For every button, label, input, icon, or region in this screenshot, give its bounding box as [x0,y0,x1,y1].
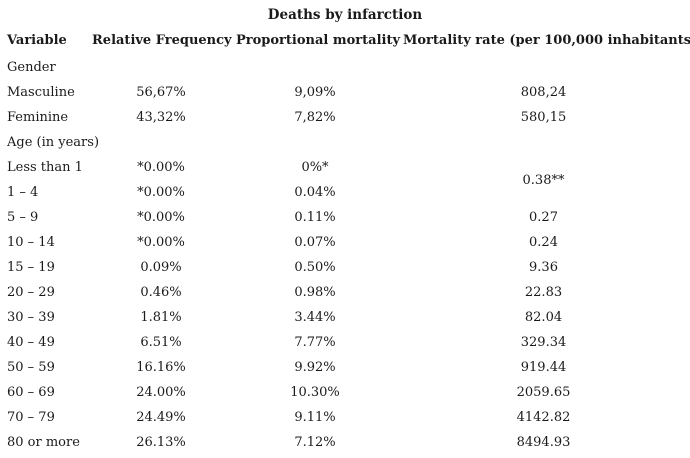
table-row: 1 – 4 *0.00% 0.04% [0,180,690,205]
variable-cell: 5 – 9 [7,210,39,225]
proportional-mortality-cell: 0.04% [294,185,336,200]
table-row: Feminine 43,32% 7,82% 580,15 [0,105,690,130]
proportional-mortality-cell: 7,82% [294,110,336,125]
proportional-mortality-cell: 0.07% [294,235,336,250]
relative-frequency-cell: *0.00% [137,185,185,200]
mortality-rate-cell: 329.34 [520,335,567,350]
relative-frequency-cell: *0.00% [137,210,185,225]
proportional-mortality-cell: 0%* [301,160,329,175]
table-row: 70 – 79 24.49% 9.11% 4142.82 [0,405,690,430]
mortality-rate-cell: 0.24 [529,235,558,250]
variable-cell: Masculine [7,85,75,100]
table-row: 15 – 19 0.09% 0.50% 9.36 [0,255,690,280]
variable-cell: 80 or more [7,435,80,450]
variable-cell: 10 – 14 [7,235,55,250]
merged-rate-under-5: 0.38** [522,173,565,188]
table-row: 5 – 9 *0.00% 0.11% 0.27 [0,205,690,230]
table-row: 20 – 29 0.46% 0.98% 22.83 [0,280,690,305]
proportional-mortality-cell: 0.50% [294,260,336,275]
table-title: Deaths by infarction [267,7,423,23]
header-relative-frequency: Relative Frequency [92,33,232,48]
table-row: 40 – 49 6.51% 7.77% 329.34 [0,330,690,355]
mortality-rate-cell: 0.27 [529,210,558,225]
relative-frequency-cell: 16.16% [136,360,186,375]
relative-frequency-cell: 0.09% [140,260,182,275]
variable-cell: 15 – 19 [7,260,55,275]
proportional-mortality-cell: 3.44% [294,310,336,325]
relative-frequency-cell: 0.46% [140,285,182,300]
proportional-mortality-cell: 10.30% [290,385,340,400]
proportional-mortality-cell: 9.92% [294,360,336,375]
proportional-mortality-cell: 7.12% [294,435,336,450]
mortality-rate-cell: 2059.65 [516,385,571,400]
variable-cell: 50 – 59 [7,360,55,375]
variable-cell: Age (in years) [7,135,100,150]
mortality-rate-cell: 9.36 [529,260,558,275]
relative-frequency-cell: *0.00% [137,235,185,250]
variable-cell: Gender [7,60,56,75]
variable-cell: 20 – 29 [7,285,55,300]
relative-frequency-cell: 26.13% [136,435,186,450]
header-mortality-rate: Mortality rate (per 100,000 inhabitants) [403,33,690,48]
table-row: 80 or more 26.13% 7.12% 8494.93 [0,430,690,455]
relative-frequency-cell: 1.81% [140,310,182,325]
variable-cell: Less than 1 [7,160,83,175]
relative-frequency-cell: 24.49% [136,410,186,425]
mortality-rate-cell: 8494.93 [516,435,571,450]
proportional-mortality-cell: 9.11% [294,410,336,425]
relative-frequency-cell: 43,32% [136,110,186,125]
relative-frequency-cell: 24.00% [136,385,186,400]
variable-cell: 1 – 4 [7,185,39,200]
table-row: 10 – 14 *0.00% 0.07% 0.24 [0,230,690,255]
variable-cell: 30 – 39 [7,310,55,325]
table-row: 50 – 59 16.16% 9.92% 919.44 [0,355,690,380]
relative-frequency-cell: 56,67% [136,85,186,100]
mortality-rate-cell: 919.44 [520,360,567,375]
header-proportional-mortality: Proportional mortality [236,33,400,48]
relative-frequency-cell: 6.51% [140,335,182,350]
mortality-rate-cell: 22.83 [524,285,563,300]
proportional-mortality-cell: 0.98% [294,285,336,300]
mortality-rate-cell: 82.04 [524,310,563,325]
table-row: Gender [0,55,690,80]
mortality-rate-cell: 580,15 [520,110,567,125]
table-row: 60 – 69 24.00% 10.30% 2059.65 [0,380,690,405]
proportional-mortality-cell: 7.77% [294,335,336,350]
mortality-rate-cell: 4142.82 [516,410,571,425]
mortality-rate-cell: 808,24 [520,85,567,100]
variable-cell: 60 – 69 [7,385,55,400]
proportional-mortality-cell: 0.11% [294,210,336,225]
header-variable: Variable [7,33,67,48]
relative-frequency-cell: *0.00% [137,160,185,175]
table-row: Masculine 56,67% 9,09% 808,24 [0,80,690,105]
table-row: 30 – 39 1.81% 3.44% 82.04 [0,305,690,330]
table-row: Age (in years) [0,130,690,155]
proportional-mortality-cell: 9,09% [294,85,336,100]
variable-cell: 70 – 79 [7,410,55,425]
variable-cell: 40 – 49 [7,335,55,350]
table-row: Less than 1 *0.00% 0%* [0,155,690,180]
variable-cell: Feminine [7,110,69,125]
